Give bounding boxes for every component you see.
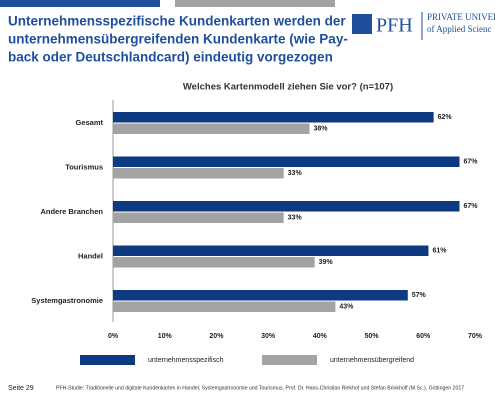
source: PFH-Studie: Traditionelle und digitale K… (56, 385, 464, 391)
bar (113, 112, 434, 123)
value-label: 38% (314, 126, 329, 133)
category-label: Tourismus (65, 162, 103, 171)
bar (113, 156, 460, 167)
x-tick-label: 60% (416, 333, 431, 340)
x-tick-label: 30% (261, 333, 276, 340)
legend-swatch (262, 355, 317, 365)
page-number: Seite 29 (8, 385, 34, 392)
bar (113, 257, 315, 268)
legend-label: unternehmensübergreifend (330, 357, 414, 364)
logo-icon (352, 14, 372, 34)
legend-swatch (80, 355, 135, 365)
logo-text: of Applied Scienc (427, 24, 492, 34)
x-tick-label: 50% (365, 333, 380, 340)
top-bar (0, 0, 160, 7)
value-label: 43% (339, 304, 354, 311)
slide-title: unternehmensübergreifenden Kundenkarte (… (8, 32, 348, 47)
bar (113, 301, 336, 312)
x-tick-label: 0% (108, 333, 119, 340)
bar (113, 201, 460, 212)
slide-title: Unternehmensspezifische Kundenkarten wer… (8, 14, 346, 29)
x-tick-label: 20% (209, 333, 224, 340)
bar (113, 212, 284, 223)
value-label: 39% (319, 259, 334, 266)
bar (113, 123, 310, 134)
logo-text: PRIVATE UNIVERS (427, 12, 495, 22)
category-label: Systemgastronomie (31, 296, 103, 305)
value-label: 67% (463, 159, 478, 166)
value-label: 57% (412, 292, 427, 299)
bar (113, 168, 284, 179)
top-bar (175, 0, 335, 7)
bar (113, 245, 429, 256)
x-tick-label: 70% (468, 333, 483, 340)
value-label: 33% (288, 170, 303, 177)
category-label: Andere Branchen (40, 207, 103, 216)
slide-title: back oder Deutschlandcard) eindeutig vor… (8, 50, 333, 65)
value-label: 61% (432, 248, 447, 255)
x-tick-label: 10% (158, 333, 173, 340)
value-label: 67% (463, 203, 478, 210)
logo-mark: PFH (376, 15, 413, 37)
legend-label: unternehmensspezifisch (148, 357, 224, 364)
category-label: Gesamt (75, 118, 103, 127)
bar (113, 290, 408, 301)
category-label: Handel (78, 251, 103, 260)
chart-title: Welches Kartenmodell ziehen Sie vor? (n=… (183, 82, 393, 93)
value-label: 62% (438, 114, 453, 121)
x-tick-label: 40% (313, 333, 328, 340)
value-label: 33% (288, 215, 303, 222)
